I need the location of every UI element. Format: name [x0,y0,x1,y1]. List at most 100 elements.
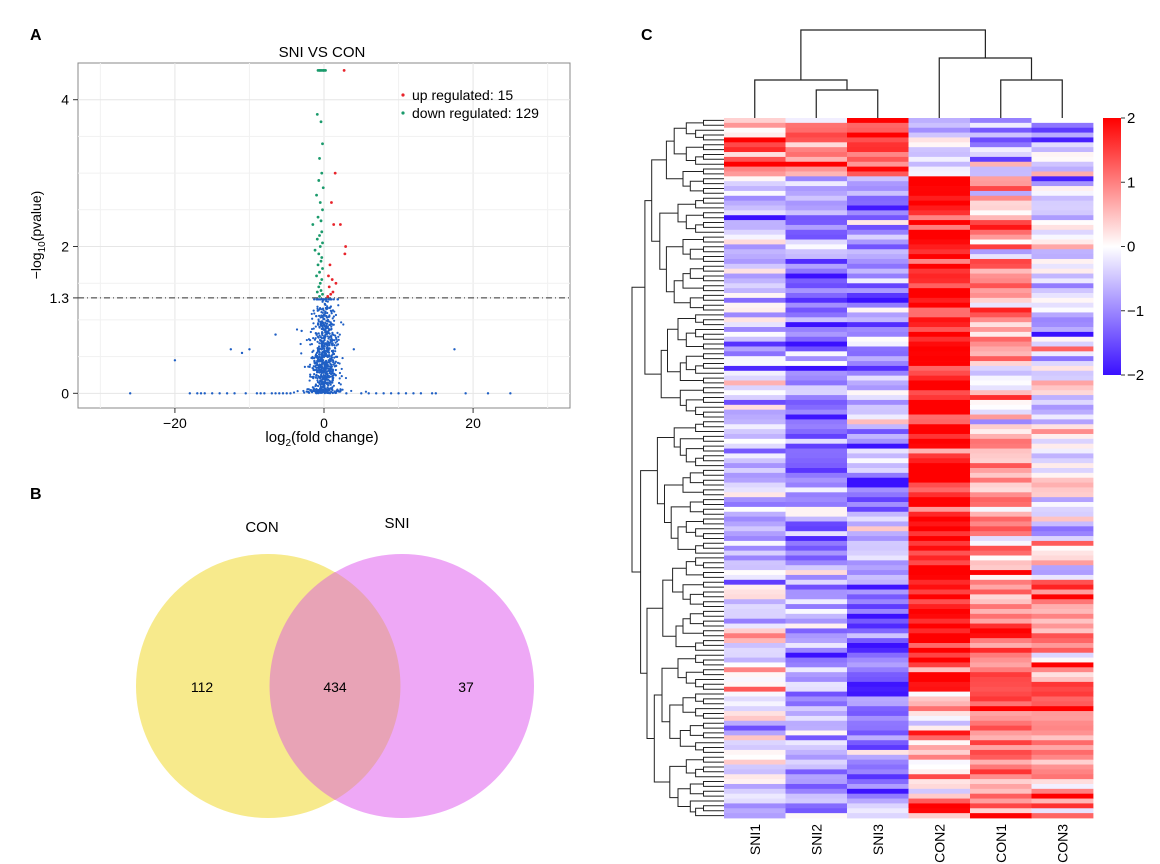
down-regulated-point [318,270,321,274]
ns-point [342,323,345,326]
heatmap-cell [970,706,1032,712]
ns-point [314,376,317,379]
heatmap-cell [724,686,786,693]
heatmap-cell [908,137,971,143]
heatmap-cell [847,604,909,610]
legend-label-up: up regulated: 15 [412,87,513,103]
ns-point [316,307,319,310]
heatmap-cell [785,195,848,202]
heatmap-cell [785,696,848,702]
heatmap-cell [847,453,909,459]
row-dendrogram-branch [703,246,724,253]
heatmap-cell [970,647,1032,654]
ns-point [316,384,320,388]
heatmap-cell [1031,579,1094,586]
ns-point [321,322,324,325]
heatmap-cell [847,438,909,445]
heatmap-cell [1031,438,1094,445]
row-dendrogram-branch [669,704,683,739]
ns-point [322,350,326,353]
heatmap-cell [1031,511,1094,518]
heatmap-cell [724,788,786,795]
heatmap-cell [1031,482,1094,488]
heatmap-cell [724,749,786,756]
row-dendrogram-branch [703,790,724,797]
heatmap-cell [908,409,971,415]
heatmap-cell [1031,341,1094,347]
heatmap-cell [908,725,971,731]
row-dendrogram-branch [695,654,724,663]
ns-point [300,352,303,355]
heatmap-cell [724,652,786,658]
row-dendrogram-branch [682,477,704,493]
ns-point [307,391,311,394]
heatmap-cell [847,715,909,722]
heatmap-cell [970,254,1032,260]
heatmap-cell [785,220,848,226]
heatmap-cell [908,599,971,605]
heatmap-cell [724,584,786,590]
ns-point [327,374,330,377]
heatmap-cell [785,166,848,172]
down-regulated-point [320,256,324,259]
heatmap-cell [847,195,909,202]
heatmap-cell [785,550,848,556]
heatmap-cell [847,239,909,245]
ns-point [331,344,334,347]
heatmap-cell [847,220,909,226]
heatmap-cell [970,385,1032,391]
heatmap-cell [785,181,848,187]
heatmap-cell [785,706,848,712]
ns-point [367,392,370,395]
heatmap-cell [908,118,971,124]
heatmap-cell [1031,711,1094,717]
heatmap-cell [970,657,1032,663]
heatmap-cell [1031,297,1094,304]
ns-point [323,375,326,378]
heatmap-cell [1031,647,1094,654]
heatmap-cell [847,229,909,236]
ns-point [340,321,343,324]
ns-point [326,367,329,370]
ns-point [318,371,321,374]
heatmap-cell [785,244,848,250]
ns-point [332,315,335,318]
heatmap-cell [785,370,848,377]
ns-point [321,326,324,329]
heatmap-cell [785,584,848,590]
ns-point [325,354,328,357]
heatmap-cell [1031,156,1094,163]
heatmap-cell [847,725,909,731]
row-dendrogram-branch [695,528,724,537]
colorbar-tick-label: −1 [1127,303,1144,320]
ns-point [244,392,247,395]
heatmap-cell [970,516,1032,522]
heatmap-cell [908,628,971,634]
column-label: SNI2 [808,824,824,855]
heatmap-cell [970,137,1032,143]
heatmap-cell [1031,686,1094,693]
heatmap-cell [1031,725,1094,731]
heatmap-cell [785,788,848,795]
heatmap-cell [970,249,1032,255]
heatmap-cell [724,433,786,440]
heatmap-cell [847,793,909,799]
heatmap-cell [970,356,1032,362]
ns-point [336,361,340,364]
panel-label-a: A [30,27,42,44]
ns-point [326,335,329,338]
heatmap-cell [847,215,909,221]
legend-marker-down [401,111,405,115]
heatmap-cell [847,341,909,347]
heatmap-cell [1031,706,1094,712]
heatmap-cell [847,521,909,527]
ns-point [330,337,333,340]
ns-point [255,392,259,395]
heatmap-cell [724,351,786,357]
down-regulated-point [318,201,322,204]
down-regulated-point [318,295,321,298]
ns-point [327,349,330,352]
heatmap-cell [970,681,1032,688]
heatmap-cell [785,307,848,313]
